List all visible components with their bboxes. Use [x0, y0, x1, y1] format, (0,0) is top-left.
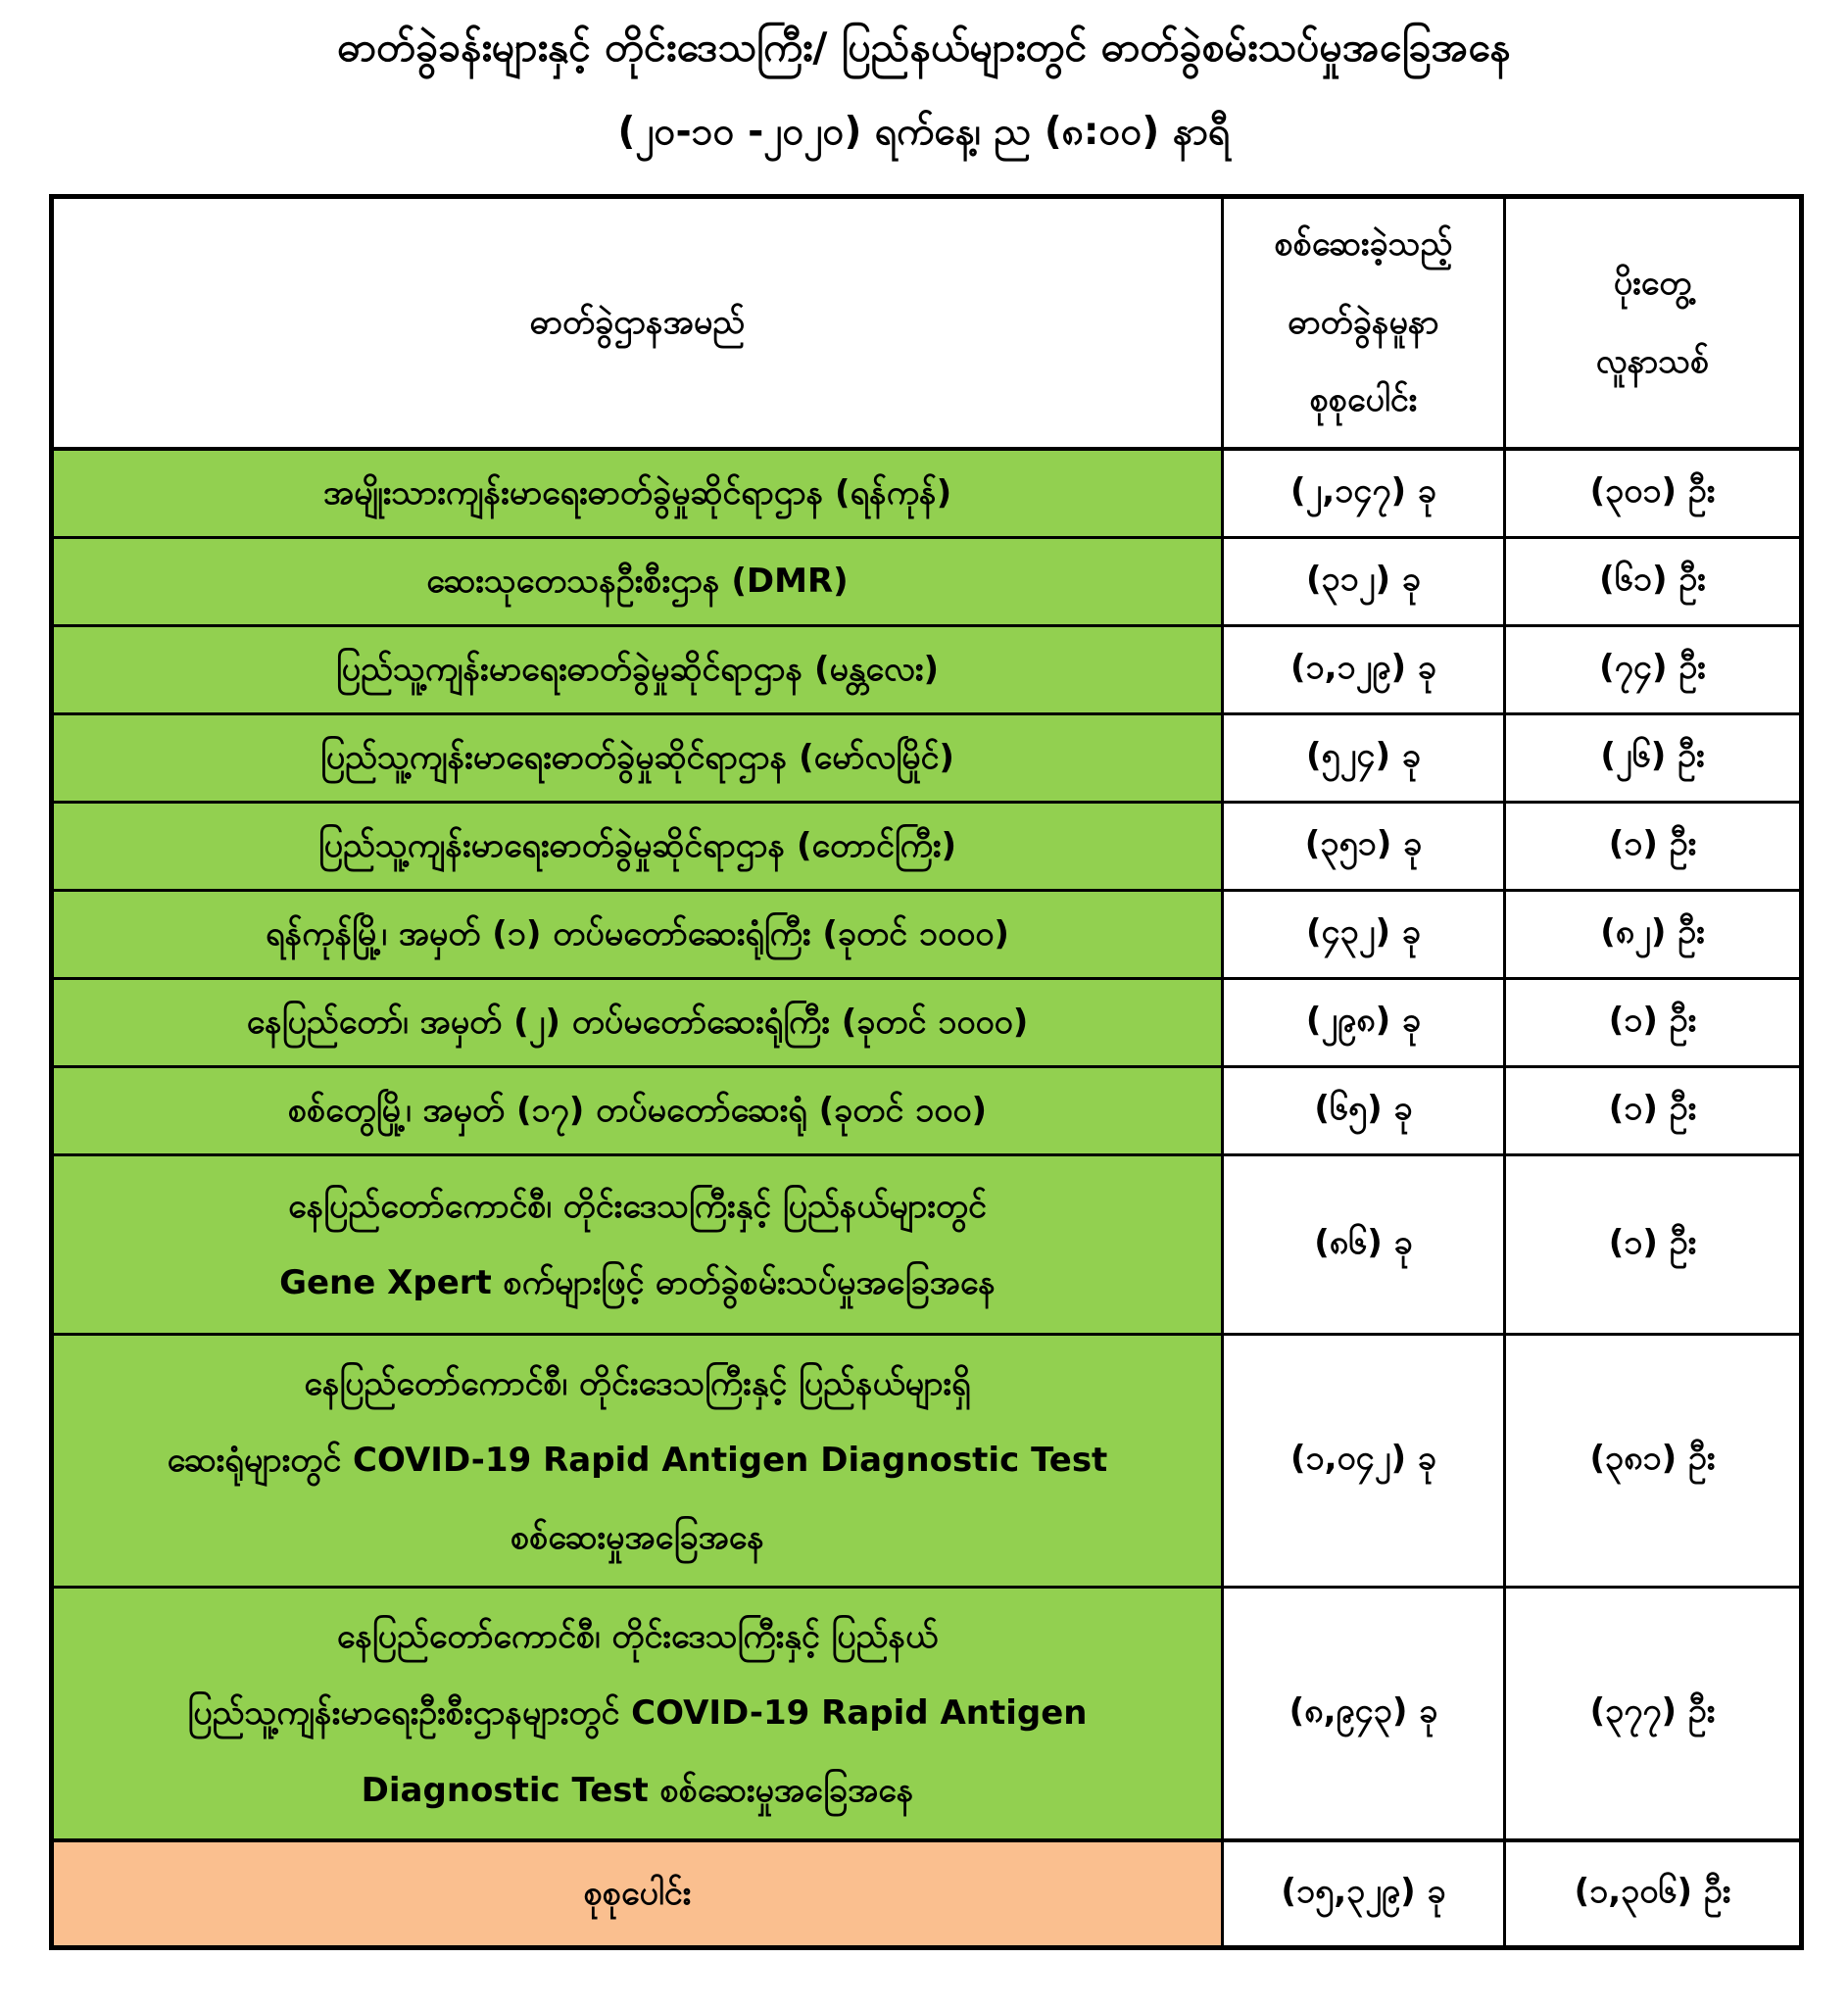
lab-name-cell: ရန်ကုန်မြို့၊ အမှတ် (၁) တပ်မတော်ဆေးရုံကြ… [50, 889, 1224, 980]
tests-cell: (၁,၀၄၂) ခု [1221, 1333, 1506, 1589]
table-row: ပြည်သူ့ကျန်းမာရေးဓာတ်ခွဲမှုဆိုင်ရာဌာန (တ… [50, 801, 1803, 892]
table-row: ပြည်သူ့ကျန်းမာရေးဓာတ်ခွဲမှုဆိုင်ရာဌာန (မ… [50, 712, 1803, 804]
table-row: နေပြည်တော်ကောင်စီ၊ တိုင်းဒေသကြီးနှင့် ပြ… [50, 1586, 1803, 1842]
total-label-cell: စုစုပေါင်း [50, 1838, 1224, 1949]
lab-name-cell: စစ်တွေမြို့၊ အမှတ် (၁၇) တပ်မတော်ဆေးရုံ (… [50, 1065, 1224, 1156]
title-line-2: (၂၀-၁၀ -၂၀၂၀) ရက်နေ့၊ ည (၈:၀၀) နာရီ [617, 109, 1231, 154]
positives-cell: (၁) ဦး [1503, 801, 1803, 892]
positives-cell: (၁) ဦး [1503, 1065, 1803, 1156]
tests-cell: (၃၅၁) ခု [1221, 801, 1506, 892]
lab-name-cell: ဆေးသုတေသနဦးစီးဌာန (DMR) [50, 536, 1224, 627]
tests-cell: (၃၁၂) ခု [1221, 536, 1506, 627]
table-row: နေပြည်တော်ကောင်စီ၊ တိုင်းဒေသကြီးနှင့် ပြ… [50, 1333, 1803, 1589]
positives-cell: (၁) ဦး [1503, 977, 1803, 1068]
tests-cell: (၁,၁၂၉) ခု [1221, 624, 1506, 715]
table-row: ပြည်သူ့ကျန်းမာရေးဓာတ်ခွဲမှုဆိုင်ရာဌာန (မ… [50, 624, 1803, 715]
tests-cell: (၆၅) ခု [1221, 1065, 1506, 1156]
tests-cell: (၂၉၈) ခု [1221, 977, 1506, 1068]
tests-cell: (၈,၉၄၃) ခု [1221, 1586, 1506, 1842]
header-lab-name: ဓာတ်ခွဲဌာနအမည် [50, 195, 1224, 451]
total-tests-cell: (၁၅,၃၂၉) ခု [1221, 1838, 1506, 1949]
page-title: ဓာတ်ခွဲခန်းများနှင့် တိုင်းဒေသကြီး/ ပြည်… [0, 0, 1848, 161]
lab-name-cell: နေပြည်တော်ကောင်စီ၊ တိုင်းဒေသကြီးနှင့် ပြ… [50, 1153, 1224, 1336]
title-line-1: ဓာတ်ခွဲခန်းများနှင့် တိုင်းဒေသကြီး/ ပြည်… [337, 24, 1511, 71]
lab-name-cell: နေပြည်တော်၊ အမှတ် (၂) တပ်မတော်ဆေးရုံကြီး… [50, 977, 1224, 1068]
lab-name-cell: ပြည်သူ့ကျန်းမာရေးဓာတ်ခွဲမှုဆိုင်ရာဌာန (မ… [50, 712, 1224, 804]
tests-cell: (၅၂၄) ခု [1221, 712, 1506, 804]
tests-cell: (၈၆) ခု [1221, 1153, 1506, 1336]
table-row: နေပြည်တော်၊ အမှတ် (၂) တပ်မတော်ဆေးရုံကြီး… [50, 977, 1803, 1068]
lab-name-cell: ပြည်သူ့ကျန်းမာရေးဓာတ်ခွဲမှုဆိုင်ရာဌာန (တ… [50, 801, 1224, 892]
table-row: နေပြည်တော်ကောင်စီ၊ တိုင်းဒေသကြီးနှင့် ပြ… [50, 1153, 1803, 1336]
total-row: စုစုပေါင်း (၁၅,၃၂၉) ခု (၁,၃၀၆) ဦး [50, 1838, 1803, 1949]
table-header-row: ဓာတ်ခွဲဌာနအမည် စစ်ဆေးခဲ့သည့် ဓာတ်ခွဲနမူန… [50, 195, 1803, 451]
table-row: ရန်ကုန်မြို့၊ အမှတ် (၁) တပ်မတော်ဆေးရုံကြ… [50, 889, 1803, 980]
total-positives-cell: (၁,၃၀၆) ဦး [1503, 1838, 1803, 1949]
tests-cell: (၂,၁၄၇) ခု [1221, 447, 1506, 539]
positives-cell: (၇၄) ဦး [1503, 624, 1803, 715]
positives-cell: (၃၀၁) ဦး [1503, 447, 1803, 539]
lab-name-cell: ပြည်သူ့ကျန်းမာရေးဓာတ်ခွဲမှုဆိုင်ရာဌာန (မ… [50, 624, 1224, 715]
positives-cell: (၂၆) ဦး [1503, 712, 1803, 804]
tests-cell: (၄၃၂) ခု [1221, 889, 1506, 980]
table-row: အမျိုးသားကျန်းမာရေးဓာတ်ခွဲမှုဆိုင်ရာဌာန … [50, 447, 1803, 539]
table-row: စစ်တွေမြို့၊ အမှတ် (၁၇) တပ်မတော်ဆေးရုံ (… [50, 1065, 1803, 1156]
lab-name-cell: အမျိုးသားကျန်းမာရေးဓာတ်ခွဲမှုဆိုင်ရာဌာန … [50, 447, 1224, 539]
header-new-positives: ပိုးတွေ့ လူနာသစ် [1503, 195, 1803, 451]
lab-testing-table: ဓာတ်ခွဲဌာနအမည် စစ်ဆေးခဲ့သည့် ဓာတ်ခွဲနမူန… [49, 194, 1804, 1950]
table-row: ဆေးသုတေသနဦးစီးဌာန (DMR) (၃၁၂) ခု (၆၁) ဦး [50, 536, 1803, 627]
positives-cell: (၁) ဦး [1503, 1153, 1803, 1336]
positives-cell: (၃၇၇) ဦး [1503, 1586, 1803, 1842]
header-total-tests: စစ်ဆေးခဲ့သည့် ဓာတ်ခွဲနမူနာ စုစုပေါင်း [1221, 195, 1506, 451]
positives-cell: (၆၁) ဦး [1503, 536, 1803, 627]
positives-cell: (၈၂) ဦး [1503, 889, 1803, 980]
lab-name-cell: နေပြည်တော်ကောင်စီ၊ တိုင်းဒေသကြီးနှင့် ပြ… [50, 1586, 1224, 1842]
lab-name-cell: နေပြည်တော်ကောင်စီ၊ တိုင်းဒေသကြီးနှင့် ပြ… [50, 1333, 1224, 1589]
positives-cell: (၃၈၁) ဦး [1503, 1333, 1803, 1589]
